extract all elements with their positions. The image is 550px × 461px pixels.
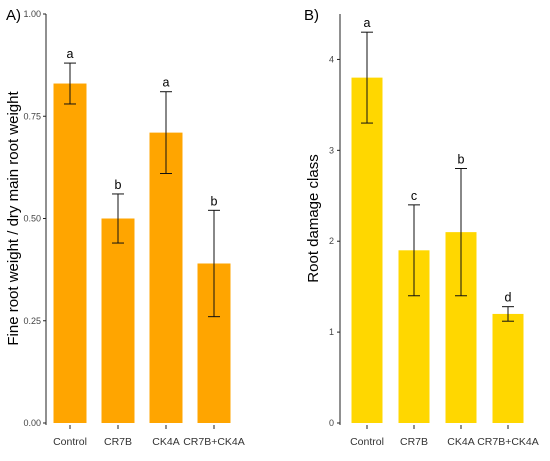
x-tick-label: CR7B <box>400 436 428 448</box>
x-tick-label: CK4A <box>152 436 179 448</box>
x-tick-label: CK4A <box>447 436 474 448</box>
y-tick-label: 0 <box>329 418 334 428</box>
x-tick-label: CR7B+CK4A <box>183 436 245 448</box>
bar <box>351 77 383 423</box>
significance-letter: b <box>211 194 218 208</box>
y-tick-label: 4 <box>329 54 334 64</box>
x-tick-label: CR7B <box>104 436 132 448</box>
significance-letter: a <box>364 16 371 30</box>
y-tick-label: 0.00 <box>23 418 41 428</box>
panel-a: A) Fine root weight / dry main root weigh… <box>5 7 245 448</box>
bar <box>101 218 135 423</box>
y-tick-label: 1 <box>329 327 334 337</box>
significance-letter: c <box>411 189 417 203</box>
y-tick-label: 2 <box>329 236 334 246</box>
panel-label: A) <box>6 7 21 24</box>
x-tick-label: CR7B+CK4A <box>477 436 539 448</box>
y-axis-label: Root damage class <box>305 154 322 282</box>
bar <box>53 83 87 423</box>
significance-letter: a <box>163 76 170 90</box>
y-tick-label: 0.50 <box>23 214 41 224</box>
panel-b: B) Root damage class 0 1 2 3 4 a Control c CR7B b CK… <box>304 7 539 448</box>
y-axis-label: Fine root weight / dry main root weight <box>5 91 22 346</box>
x-tick-label: Control <box>53 436 87 448</box>
significance-letter: a <box>67 47 74 61</box>
y-tick-label: 1.00 <box>23 9 41 19</box>
significance-letter: d <box>505 291 512 305</box>
bar <box>492 313 524 423</box>
y-tick-label: 0.25 <box>23 316 41 326</box>
y-tick-label: 3 <box>329 145 334 155</box>
x-tick-label: Control <box>350 436 384 448</box>
y-tick-label: 0.75 <box>23 111 41 121</box>
significance-letter: b <box>458 153 465 167</box>
significance-letter: b <box>115 178 122 192</box>
panel-label: B) <box>304 7 319 24</box>
bar <box>149 132 183 424</box>
